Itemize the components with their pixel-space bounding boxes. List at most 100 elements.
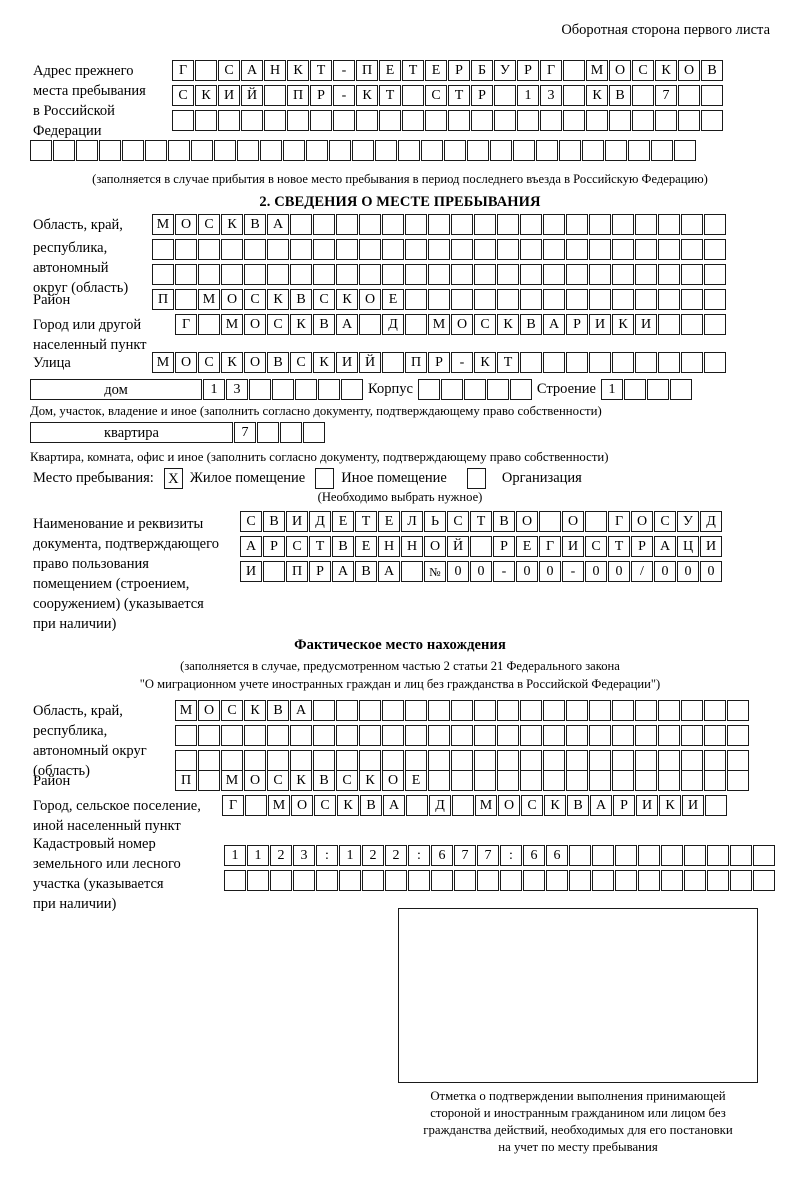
- stamp-box[interactable]: [398, 908, 758, 1083]
- char-cell[interactable]: К: [267, 289, 289, 310]
- char-cell[interactable]: 1: [600, 379, 623, 400]
- char-cell[interactable]: Ц: [677, 536, 699, 557]
- char-cell[interactable]: [543, 239, 565, 260]
- char-cell[interactable]: [428, 264, 450, 285]
- char-cell[interactable]: [198, 239, 220, 260]
- char-cell[interactable]: [543, 700, 565, 721]
- char-cell[interactable]: [474, 289, 496, 310]
- char-cell[interactable]: 0: [677, 561, 699, 582]
- char-cell[interactable]: [658, 700, 680, 721]
- char-cell[interactable]: [474, 264, 496, 285]
- char-cell[interactable]: В: [267, 700, 289, 721]
- char-cell[interactable]: [661, 870, 683, 891]
- char-cell[interactable]: О: [291, 795, 313, 816]
- char-cell[interactable]: [448, 110, 470, 131]
- char-cell[interactable]: :: [316, 845, 338, 866]
- char-cell[interactable]: №: [424, 561, 446, 582]
- char-cell[interactable]: [428, 214, 450, 235]
- char-cell[interactable]: О: [198, 700, 220, 721]
- char-cell[interactable]: [267, 725, 289, 746]
- char-cell[interactable]: [214, 140, 236, 161]
- char-cell[interactable]: [612, 289, 634, 310]
- char-cell[interactable]: Е: [425, 60, 447, 81]
- char-cell[interactable]: [336, 214, 358, 235]
- char-cell[interactable]: [362, 870, 384, 891]
- char-cell[interactable]: 3: [293, 845, 315, 866]
- char-cell[interactable]: [563, 60, 585, 81]
- char-cell[interactable]: [681, 770, 703, 791]
- char-cell[interactable]: Т: [310, 60, 332, 81]
- char-cell[interactable]: [467, 140, 489, 161]
- char-cell[interactable]: С: [313, 289, 335, 310]
- char-cell[interactable]: Е: [332, 511, 354, 532]
- char-cell[interactable]: [635, 725, 657, 746]
- char-cell[interactable]: К: [244, 700, 266, 721]
- char-cell[interactable]: [359, 700, 381, 721]
- char-cell[interactable]: [701, 85, 723, 106]
- char-cell[interactable]: [520, 770, 542, 791]
- char-cell[interactable]: О: [175, 214, 197, 235]
- char-cell[interactable]: [684, 845, 706, 866]
- char-cell[interactable]: К: [336, 289, 358, 310]
- char-cell[interactable]: [727, 770, 749, 791]
- char-cell[interactable]: [592, 870, 614, 891]
- char-cell[interactable]: [520, 239, 542, 260]
- char-cell[interactable]: К: [586, 85, 608, 106]
- char-cell[interactable]: [244, 239, 266, 260]
- char-cell[interactable]: [520, 264, 542, 285]
- char-cell[interactable]: К: [359, 770, 381, 791]
- char-cell[interactable]: [313, 239, 335, 260]
- char-cell[interactable]: Е: [516, 536, 538, 557]
- char-cell[interactable]: [589, 214, 611, 235]
- char-cell[interactable]: [245, 795, 267, 816]
- char-cell[interactable]: Е: [405, 770, 427, 791]
- char-cell[interactable]: [267, 264, 289, 285]
- char-cell[interactable]: О: [244, 352, 266, 373]
- char-cell[interactable]: [382, 750, 404, 771]
- char-cell[interactable]: К: [356, 85, 378, 106]
- char-cell[interactable]: [359, 314, 381, 335]
- char-cell[interactable]: С: [336, 770, 358, 791]
- char-cell[interactable]: М: [221, 770, 243, 791]
- char-cell[interactable]: [341, 379, 363, 400]
- char-cell[interactable]: [318, 379, 340, 400]
- char-cell[interactable]: [566, 289, 588, 310]
- char-cell[interactable]: [674, 140, 696, 161]
- korpus-cells[interactable]: [417, 379, 532, 400]
- char-cell[interactable]: [658, 214, 680, 235]
- char-cell[interactable]: [470, 536, 492, 557]
- char-cell[interactable]: [609, 110, 631, 131]
- char-cell[interactable]: Р: [566, 314, 588, 335]
- char-cell[interactable]: [198, 314, 220, 335]
- char-cell[interactable]: [497, 289, 519, 310]
- char-cell[interactable]: [290, 214, 312, 235]
- char-cell[interactable]: [303, 422, 325, 443]
- stay-type-checkbox-organization[interactable]: [466, 468, 486, 489]
- char-cell[interactable]: [385, 870, 407, 891]
- char-cell[interactable]: [122, 140, 144, 161]
- s2-region-row-3[interactable]: [152, 264, 726, 285]
- char-cell[interactable]: 0: [447, 561, 469, 582]
- char-cell[interactable]: [375, 140, 397, 161]
- char-cell[interactable]: [727, 750, 749, 771]
- char-cell[interactable]: [589, 700, 611, 721]
- char-cell[interactable]: М: [175, 700, 197, 721]
- char-cell[interactable]: [440, 379, 463, 400]
- char-cell[interactable]: [428, 289, 450, 310]
- char-cell[interactable]: [523, 870, 545, 891]
- s2-region-row-2[interactable]: [152, 239, 726, 260]
- char-cell[interactable]: [566, 700, 588, 721]
- char-cell[interactable]: Й: [447, 536, 469, 557]
- char-cell[interactable]: Т: [608, 536, 630, 557]
- char-cell[interactable]: [267, 750, 289, 771]
- char-cell[interactable]: Р: [493, 536, 515, 557]
- char-cell[interactable]: [678, 85, 700, 106]
- char-cell[interactable]: [543, 289, 565, 310]
- char-cell[interactable]: 1: [339, 845, 361, 866]
- char-cell[interactable]: [655, 110, 677, 131]
- char-cell[interactable]: [406, 795, 428, 816]
